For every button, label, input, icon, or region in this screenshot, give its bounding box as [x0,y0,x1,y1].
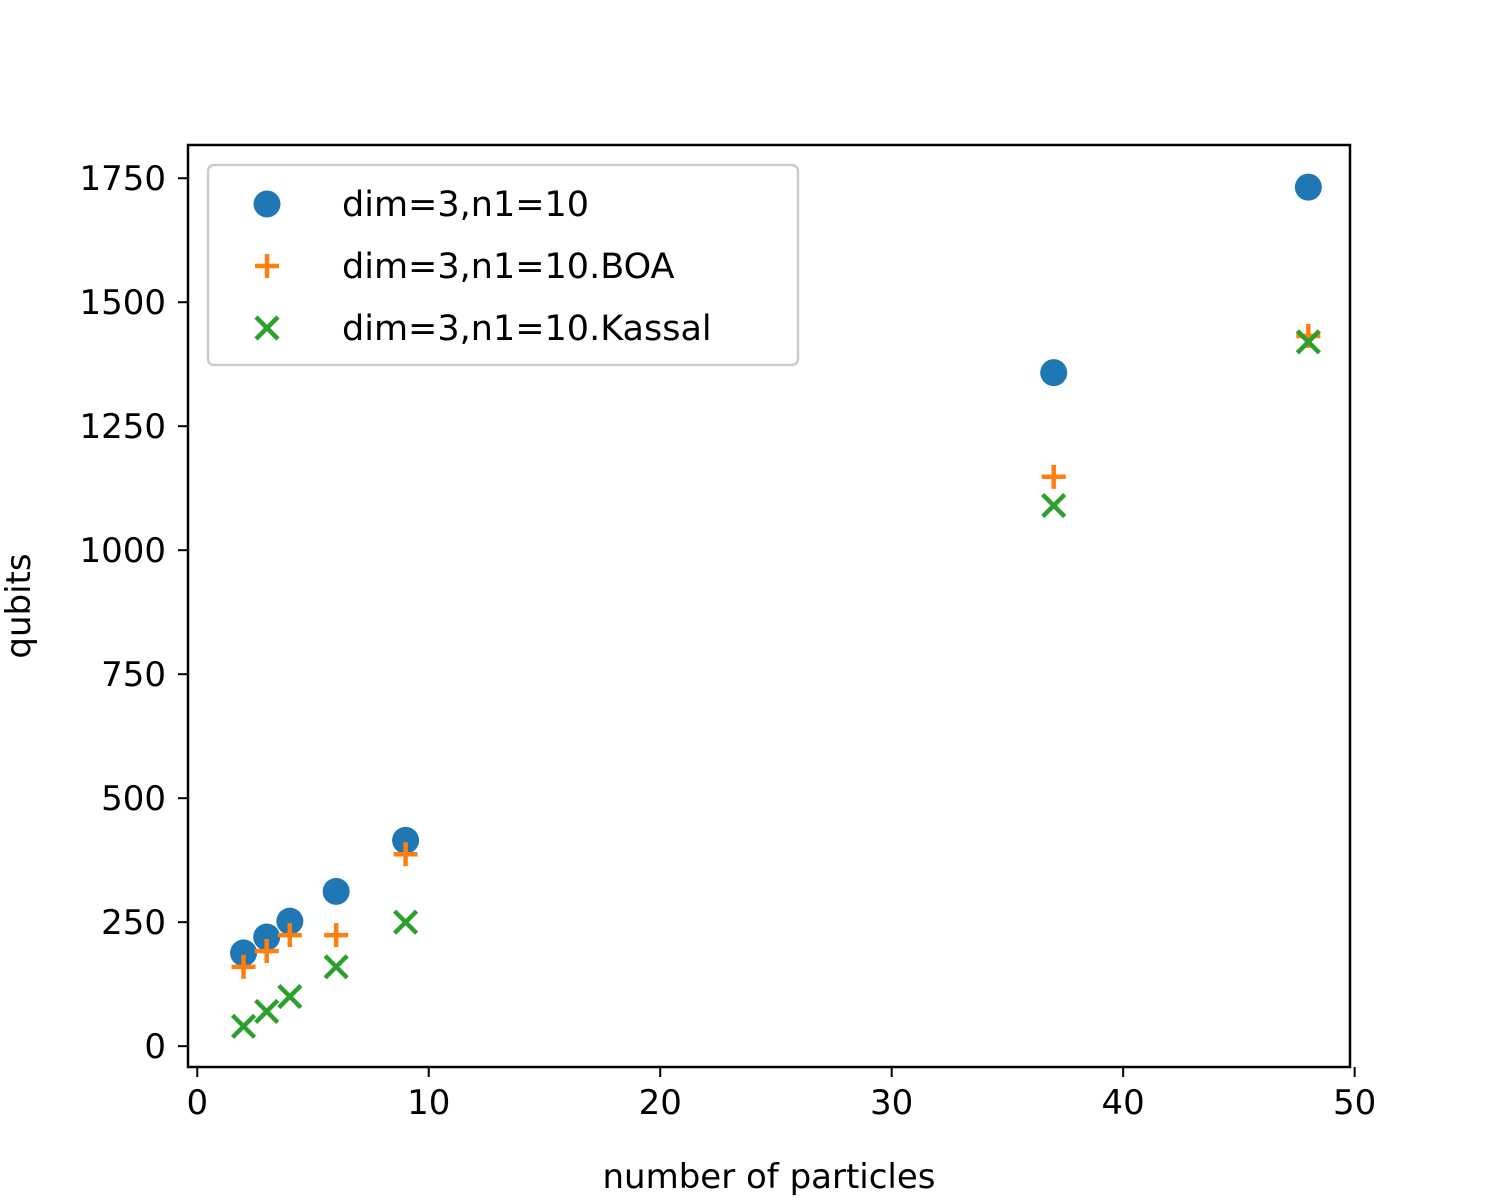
x-axis: 0 10 20 30 40 50 [186,1067,1376,1123]
data-marks [230,173,1322,1039]
data-point-series-1 [322,877,350,905]
data-point-series-1 [253,923,281,951]
y-tick-label: 1000 [79,531,166,571]
legend-box [206,163,800,367]
x-tick-label: 10 [407,1083,450,1123]
data-point-series-2 [324,923,349,948]
x-tick-label: 40 [1102,1083,1145,1123]
x-tick-label: 30 [870,1083,913,1123]
y-tick-label: 250 [101,903,166,943]
data-point-series-3 [277,983,303,1010]
data-point-series-1 [230,939,258,967]
data-point-series-3 [254,998,280,1025]
data-point-series-2 [254,938,279,963]
data-point-series-3 [323,954,349,980]
x-tick-label: 0 [186,1083,208,1123]
y-tick-label: 750 [101,655,166,695]
legend: dim=3,n1=10 dim=3,n1=10.BOA dim=3,n1=10.Ka… [206,163,800,367]
y-tick-label: 1500 [79,283,166,323]
y-axis-label: qubits [0,553,39,658]
legend-label: dim=3,n1=10.Kassal [342,309,712,349]
data-point-series-1 [392,826,420,854]
x-tick-label: 20 [639,1083,682,1123]
data-point-series-1 [276,907,304,935]
data-point-series-3 [392,909,419,935]
data-point-series-2 [231,954,256,979]
data-point-series-3 [230,1013,257,1039]
data-point-series-1 [1294,173,1322,201]
legend-label: dim=3,n1=10.BOA [342,247,675,287]
y-axis: 0 250 500 750 1000 1250 1500 1750 [79,159,188,1067]
y-tick-label: 500 [101,779,166,819]
y-tick-label: 1250 [79,407,166,447]
y-tick-label: 1750 [79,159,166,199]
legend-label: dim=3,n1=10 [342,185,589,225]
data-point-series-3 [1041,492,1067,519]
y-tick-label: 0 [144,1027,166,1067]
data-point-series-2 [393,842,418,867]
data-point-series-1 [1040,359,1068,387]
plot-frame [186,143,1352,1069]
legend-marker-3 [254,315,280,341]
data-point-series-2 [277,923,302,948]
x-axis-label: number of particles [602,1157,935,1197]
legend-marker-2 [255,254,279,278]
x-tick-label: 50 [1333,1083,1376,1123]
data-point-series-3 [1295,329,1321,355]
data-point-series-2 [1041,464,1066,489]
legend-marker-1 [253,190,281,218]
